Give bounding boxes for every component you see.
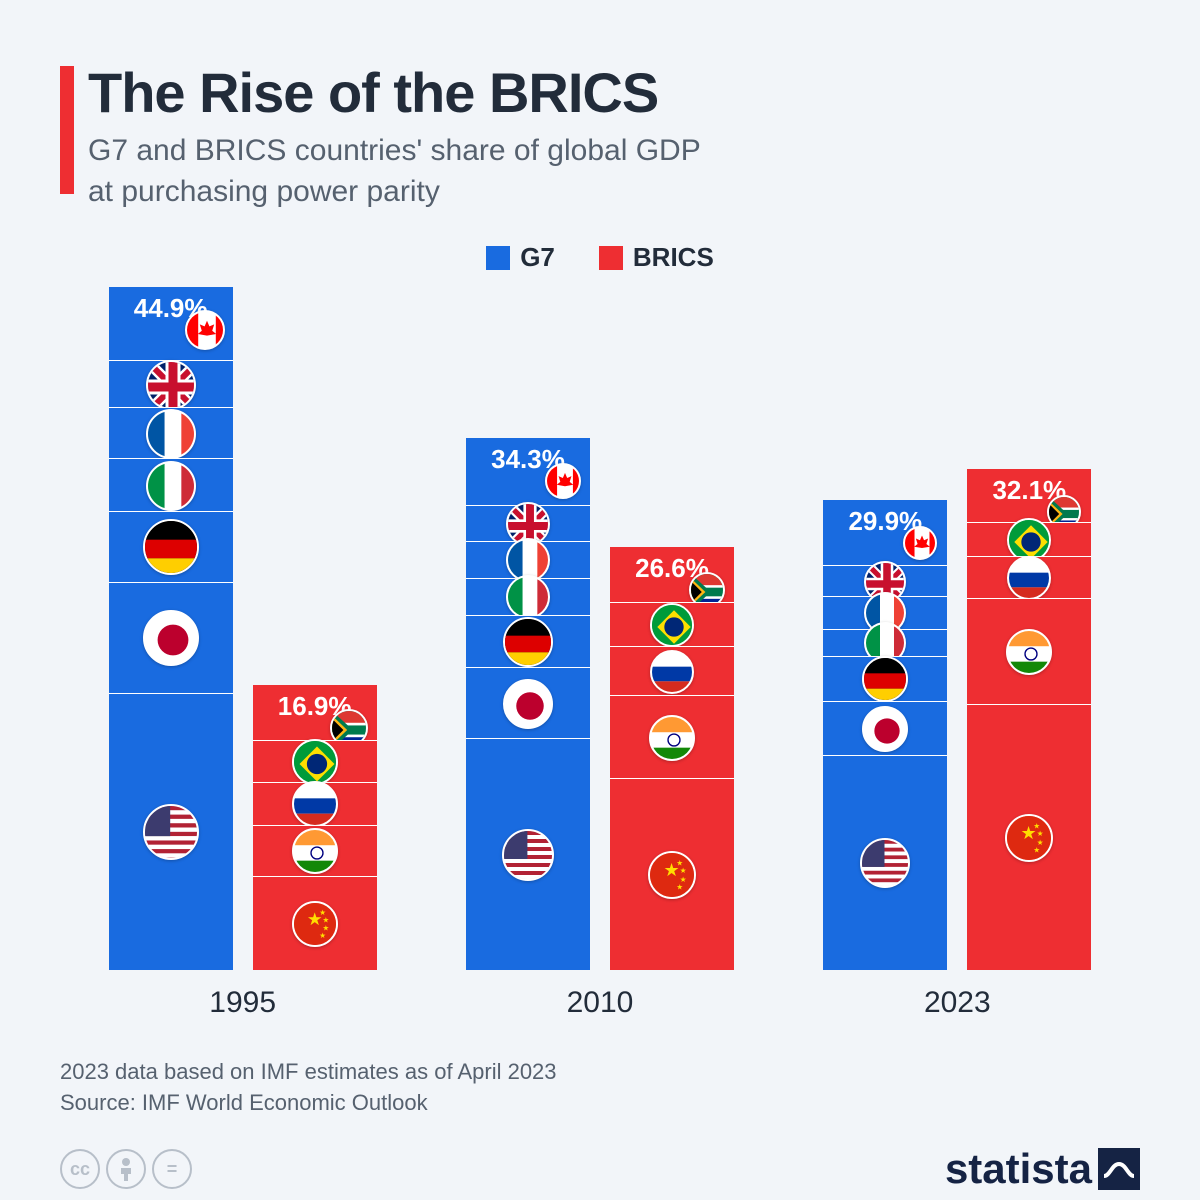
g7-bar: 29.9% — [823, 500, 947, 970]
cc-nd-icon: = — [152, 1149, 192, 1189]
svg-text:★: ★ — [676, 882, 683, 891]
title-accent-bar — [60, 66, 74, 194]
year-label: 1995 — [209, 986, 276, 1020]
segment-brazil — [967, 522, 1091, 556]
flag-china-icon: ★★★★★ — [1005, 814, 1053, 862]
legend-label-brics: BRICS — [633, 242, 714, 273]
segment-japan — [823, 701, 947, 755]
header: The Rise of the BRICS G7 and BRICS count… — [60, 60, 1140, 212]
flag-canada-icon — [545, 463, 581, 499]
segment-russia — [253, 782, 377, 825]
chart-subtitle: G7 and BRICS countries' share of global … — [88, 131, 1140, 212]
g7-bar: 34.3% — [466, 438, 590, 970]
cc-icon: cc — [60, 1149, 100, 1189]
year-group-2023: 29.9%32.1%★★★★★2023 — [823, 469, 1091, 1020]
segment-china: ★★★★★ — [967, 704, 1091, 970]
segment-italy — [823, 629, 947, 656]
legend-swatch-g7 — [486, 246, 510, 270]
flag-russia-icon — [292, 781, 338, 827]
segment-france — [466, 541, 590, 578]
svg-text:★: ★ — [680, 866, 687, 875]
segment-brazil — [253, 740, 377, 783]
segment-safrica — [610, 592, 734, 602]
year-label: 2023 — [924, 986, 991, 1020]
segment-germany — [466, 615, 590, 668]
flag-usa-icon — [860, 838, 910, 888]
cc-by-icon — [106, 1149, 146, 1189]
year-group-1995: 44.9%16.9%★★★★★ 1995 — [109, 287, 377, 1020]
brics-bar: 32.1%★★★★★ — [967, 469, 1091, 970]
segment-uk — [823, 565, 947, 596]
segment-india — [967, 598, 1091, 705]
segment-china: ★★★★★ — [610, 778, 734, 970]
chart-area: 44.9%16.9%★★★★★199534.3%26.6%★★★★★201029… — [60, 287, 1140, 1034]
statista-wordmark: statista — [945, 1145, 1092, 1193]
flag-russia-icon — [1007, 556, 1051, 600]
segment-russia — [967, 556, 1091, 597]
g7-bar: 44.9% — [109, 287, 233, 970]
segment-china: ★★★★★ — [253, 876, 377, 970]
chart-footnote: 2023 data based on IMF estimates as of A… — [60, 1056, 1140, 1120]
svg-text:★: ★ — [1034, 845, 1041, 854]
footnote-line-2: Source: IMF World Economic Outlook — [60, 1087, 1140, 1119]
year-label: 2010 — [567, 986, 634, 1020]
flag-germany-icon — [143, 519, 199, 575]
statista-mark-icon — [1098, 1148, 1140, 1190]
flag-japan-icon — [143, 610, 199, 666]
flag-usa-icon — [502, 829, 554, 881]
flag-china-icon: ★★★★★ — [292, 901, 338, 947]
segment-france — [109, 407, 233, 458]
segment-uk — [109, 360, 233, 407]
flag-uk-icon — [146, 360, 196, 410]
legend-label-g7: G7 — [520, 242, 555, 273]
segment-italy — [466, 578, 590, 615]
footnote-line-1: 2023 data based on IMF estimates as of A… — [60, 1056, 1140, 1088]
legend-swatch-brics — [599, 246, 623, 270]
segment-canada — [109, 332, 233, 360]
brics-bar: 16.9%★★★★★ — [253, 685, 377, 970]
bottom-row: cc = statista — [60, 1145, 1140, 1193]
flag-russia-icon — [650, 650, 694, 694]
segment-japan — [109, 582, 233, 693]
segment-russia — [610, 646, 734, 696]
flag-india-icon — [649, 715, 695, 761]
year-group-2010: 34.3%26.6%★★★★★2010 — [466, 438, 734, 1020]
statista-logo: statista — [945, 1145, 1140, 1193]
segment-uk — [466, 505, 590, 541]
svg-text:★: ★ — [1037, 829, 1044, 838]
brics-bar: 26.6%★★★★★ — [610, 547, 734, 970]
flag-germany-icon — [503, 617, 553, 667]
flag-italy-icon — [506, 575, 550, 619]
flag-france-icon — [146, 409, 196, 459]
flag-brazil-icon — [292, 739, 338, 785]
legend-item-brics: BRICS — [599, 242, 714, 273]
segment-usa — [466, 738, 590, 969]
segment-brazil — [610, 602, 734, 646]
flag-india-icon — [1006, 629, 1052, 675]
segment-japan — [466, 667, 590, 738]
segment-usa — [823, 755, 947, 969]
segment-italy — [109, 458, 233, 511]
segment-india — [610, 695, 734, 777]
flag-canada-icon — [903, 526, 937, 560]
flag-japan-icon — [503, 679, 553, 729]
flag-japan-icon — [862, 706, 908, 752]
segment-india — [253, 825, 377, 876]
legend-item-g7: G7 — [486, 242, 555, 273]
cc-license-icons: cc = — [60, 1149, 192, 1189]
flag-brazil-icon — [650, 603, 694, 647]
svg-text:★: ★ — [319, 931, 326, 940]
flag-canada-icon — [185, 310, 225, 350]
flag-italy-icon — [146, 461, 196, 511]
segment-usa — [109, 693, 233, 970]
flag-india-icon — [292, 828, 338, 874]
flag-germany-icon — [862, 656, 908, 702]
chart-title: The Rise of the BRICS — [88, 60, 1140, 125]
legend: G7 BRICS — [60, 242, 1140, 273]
segment-germany — [109, 511, 233, 582]
flag-usa-icon — [143, 804, 199, 860]
segment-germany — [823, 656, 947, 701]
flag-china-icon: ★★★★★ — [648, 851, 696, 899]
